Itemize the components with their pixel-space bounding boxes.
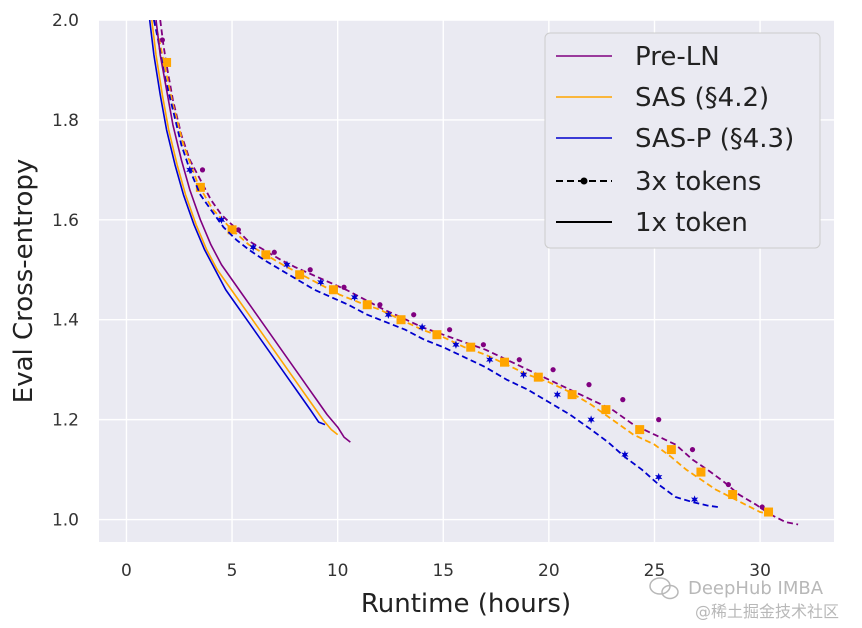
series-line-sas-p-4-3-1x-token	[148, 20, 326, 426]
data-point-pre-ln-3x-tokens	[620, 397, 626, 403]
y-tick-label: 1.0	[52, 511, 79, 531]
legend-marker-3x-tokens	[580, 177, 588, 185]
tick-labels: 0 5 10 15 20 25 30 1.0 1.2 1.4 1.6 1.8 2.0	[52, 11, 771, 581]
legend-label-1x-token: 1x token	[635, 208, 748, 238]
y-tick-label: 1.4	[52, 311, 79, 331]
y-axis-label: Eval Cross-entropy	[9, 159, 39, 403]
legend-label-sas-p: SAS-P (§4.3)	[635, 124, 794, 154]
x-tick-label: 15	[432, 561, 454, 581]
data-point-sas-p-4-3-3x-tokens	[186, 165, 194, 175]
legend: Pre-LN SAS (§4.2) SAS-P (§4.3) 3x tokens…	[544, 32, 821, 249]
data-point-sas-4-2-3x-tokens	[162, 57, 172, 67]
series-layer	[148, 20, 799, 526]
data-point-sas-p-4-3-3x-tokens	[452, 340, 460, 349]
wechat-icon	[649, 577, 679, 600]
data-point-pre-ln-3x-tokens	[447, 327, 453, 333]
data-point-sas-4-2-3x-tokens	[295, 270, 305, 280]
legend-label-sas: SAS (§4.2)	[635, 83, 769, 113]
data-point-sas-4-2-3x-tokens	[635, 425, 645, 435]
data-point-pre-ln-3x-tokens	[689, 446, 696, 453]
x-tick-label: 30	[749, 561, 771, 581]
data-point-pre-ln-3x-tokens	[411, 312, 417, 318]
data-point-sas-p-4-3-3x-tokens	[519, 370, 528, 379]
legend-label-3x-tokens: 3x tokens	[635, 167, 761, 197]
data-point-pre-ln-3x-tokens	[480, 342, 486, 348]
data-point-sas-4-2-3x-tokens	[396, 315, 406, 325]
data-point-sas-4-2-3x-tokens	[696, 467, 706, 477]
data-point-sas-4-2-3x-tokens	[466, 342, 476, 352]
data-point-pre-ln-3x-tokens	[586, 382, 592, 388]
data-point-sas-p-4-3-3x-tokens	[553, 390, 561, 399]
data-point-pre-ln-3x-tokens	[550, 367, 556, 373]
data-point-pre-ln-3x-tokens	[725, 481, 731, 488]
series-line-sas-4-2-3x-tokens	[153, 20, 773, 516]
data-point-sas-4-2-3x-tokens	[728, 490, 738, 500]
series-line-pre-ln-1x-token	[155, 20, 351, 443]
data-point-sas-4-2-3x-tokens	[533, 372, 543, 382]
data-point-sas-p-4-3-3x-tokens	[384, 310, 392, 319]
x-tick-label: 25	[644, 561, 666, 581]
data-point-sas-p-4-3-3x-tokens	[655, 472, 663, 482]
data-point-sas-p-4-3-3x-tokens	[486, 355, 494, 364]
data-point-sas-p-4-3-3x-tokens	[249, 243, 257, 252]
y-tick-label: 1.8	[52, 111, 79, 131]
legend-label-pre-ln: Pre-LN	[635, 42, 720, 72]
data-point-sas-4-2-3x-tokens	[432, 330, 442, 340]
data-point-sas-4-2-3x-tokens	[362, 300, 372, 310]
data-point-sas-4-2-3x-tokens	[666, 445, 676, 455]
data-point-pre-ln-3x-tokens	[377, 302, 383, 308]
watermark-line2: @稀土掘金技术社区	[695, 602, 839, 621]
data-point-pre-ln-3x-tokens	[159, 37, 165, 43]
x-tick-label: 5	[227, 561, 238, 581]
data-point-sas-4-2-3x-tokens	[601, 405, 611, 415]
data-point-sas-4-2-3x-tokens	[195, 182, 205, 192]
data-point-sas-p-4-3-3x-tokens	[587, 415, 595, 424]
data-point-pre-ln-3x-tokens	[516, 357, 522, 363]
data-point-pre-ln-3x-tokens	[341, 284, 347, 290]
data-point-sas-p-4-3-3x-tokens	[217, 215, 226, 225]
watermark-line1: DeepHub IMBA	[688, 578, 824, 599]
y-tick-label: 1.2	[52, 411, 79, 431]
data-point-sas-p-4-3-3x-tokens	[418, 323, 426, 332]
x-tick-label: 0	[121, 561, 132, 581]
data-point-pre-ln-3x-tokens	[759, 504, 765, 510]
y-tick-label: 2.0	[52, 11, 79, 31]
data-point-sas-4-2-3x-tokens	[261, 250, 271, 260]
data-point-pre-ln-3x-tokens	[307, 267, 313, 273]
data-point-sas-4-2-3x-tokens	[567, 390, 577, 400]
x-tick-label: 10	[327, 561, 349, 581]
watermark: DeepHub IMBA @稀土掘金技术社区	[649, 577, 839, 621]
data-point-sas-p-4-3-3x-tokens	[317, 278, 325, 287]
data-point-sas-p-4-3-3x-tokens	[621, 450, 629, 459]
x-tick-label: 20	[538, 561, 560, 581]
y-tick-label: 1.6	[52, 211, 79, 231]
data-point-sas-p-4-3-3x-tokens	[350, 293, 359, 302]
data-point-pre-ln-3x-tokens	[199, 167, 206, 173]
series-line-sas-4-2-1x-token	[151, 20, 339, 436]
data-point-sas-4-2-3x-tokens	[500, 357, 510, 367]
data-point-sas-4-2-3x-tokens	[764, 507, 774, 517]
data-point-sas-p-4-3-3x-tokens	[283, 260, 291, 269]
data-point-sas-4-2-3x-tokens	[328, 285, 338, 295]
data-point-sas-p-4-3-3x-tokens	[690, 495, 699, 504]
data-point-pre-ln-3x-tokens	[271, 249, 277, 255]
legend-box	[544, 32, 821, 249]
data-point-pre-ln-3x-tokens	[235, 227, 241, 233]
data-point-pre-ln-3x-tokens	[656, 417, 662, 423]
x-axis-label: Runtime (hours)	[361, 589, 571, 619]
series-clip-group	[148, 20, 799, 526]
data-point-sas-4-2-3x-tokens	[227, 225, 237, 235]
